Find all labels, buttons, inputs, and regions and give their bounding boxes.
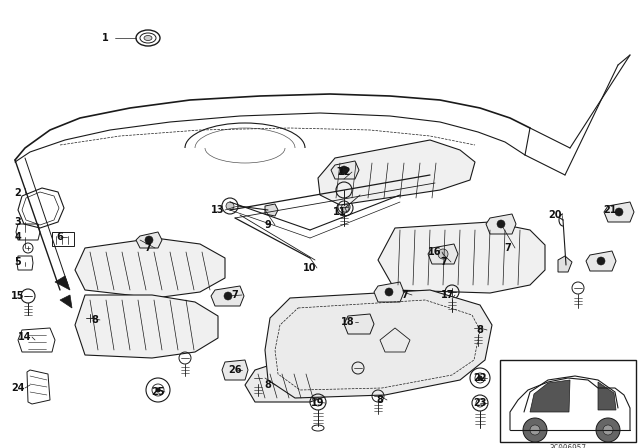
Circle shape [226, 202, 234, 210]
Circle shape [341, 204, 349, 212]
Polygon shape [211, 286, 244, 306]
Polygon shape [344, 314, 374, 334]
Text: 8: 8 [92, 315, 99, 325]
Text: 25: 25 [151, 387, 164, 397]
Circle shape [497, 220, 505, 228]
Text: 12: 12 [339, 167, 352, 177]
Text: 13: 13 [211, 205, 225, 215]
Text: 10: 10 [303, 263, 317, 273]
Polygon shape [136, 232, 162, 248]
Polygon shape [55, 276, 70, 290]
Polygon shape [75, 295, 218, 358]
Text: 20: 20 [548, 210, 562, 220]
Ellipse shape [144, 35, 152, 40]
Text: 2: 2 [15, 188, 21, 198]
Text: 9: 9 [264, 220, 271, 230]
Polygon shape [265, 204, 278, 216]
Polygon shape [60, 295, 72, 308]
Polygon shape [586, 251, 616, 271]
Text: 15: 15 [12, 291, 25, 301]
Text: 7: 7 [337, 167, 344, 177]
Bar [500, 360, 636, 442]
Text: 8: 8 [264, 380, 271, 390]
Text: 8: 8 [376, 395, 383, 405]
Text: 11: 11 [333, 207, 347, 217]
Text: 1: 1 [102, 33, 108, 43]
Circle shape [385, 288, 393, 296]
Text: 8: 8 [477, 325, 483, 335]
Polygon shape [486, 214, 516, 234]
Circle shape [438, 249, 448, 259]
Text: 16: 16 [428, 247, 442, 257]
Text: 17: 17 [441, 290, 455, 300]
Text: 7: 7 [504, 243, 511, 253]
Circle shape [596, 418, 620, 442]
Polygon shape [378, 222, 545, 293]
Circle shape [224, 292, 232, 300]
Polygon shape [428, 244, 458, 264]
Circle shape [340, 166, 348, 174]
Text: 24: 24 [12, 383, 25, 393]
Text: 21: 21 [604, 205, 617, 215]
Circle shape [478, 376, 482, 380]
Text: 7: 7 [440, 257, 447, 267]
Text: 26: 26 [228, 365, 242, 375]
Polygon shape [75, 238, 225, 298]
Polygon shape [598, 382, 616, 410]
Circle shape [523, 418, 547, 442]
Text: 7: 7 [232, 290, 238, 300]
Text: 3: 3 [15, 217, 21, 227]
Polygon shape [604, 202, 634, 222]
Polygon shape [265, 290, 492, 398]
Circle shape [156, 388, 160, 392]
Text: 3C006957: 3C006957 [550, 444, 586, 448]
Polygon shape [530, 380, 570, 412]
Text: 7: 7 [145, 243, 152, 253]
Text: 6: 6 [56, 232, 63, 242]
Circle shape [145, 236, 153, 244]
Text: 14: 14 [19, 332, 32, 342]
Text: 7: 7 [402, 290, 408, 300]
Text: 23: 23 [473, 398, 487, 408]
Polygon shape [222, 360, 248, 380]
Text: 19: 19 [311, 398, 324, 408]
Polygon shape [318, 140, 475, 205]
Text: 5: 5 [15, 257, 21, 267]
Circle shape [615, 208, 623, 216]
Text: 18: 18 [341, 317, 355, 327]
Polygon shape [331, 161, 359, 179]
Polygon shape [245, 352, 340, 402]
Polygon shape [558, 256, 572, 272]
Circle shape [597, 257, 605, 265]
Text: 22: 22 [473, 373, 487, 383]
Circle shape [603, 425, 613, 435]
Bar [52, 232, 74, 246]
Text: 4: 4 [15, 232, 21, 242]
Circle shape [530, 425, 540, 435]
Polygon shape [374, 282, 404, 302]
